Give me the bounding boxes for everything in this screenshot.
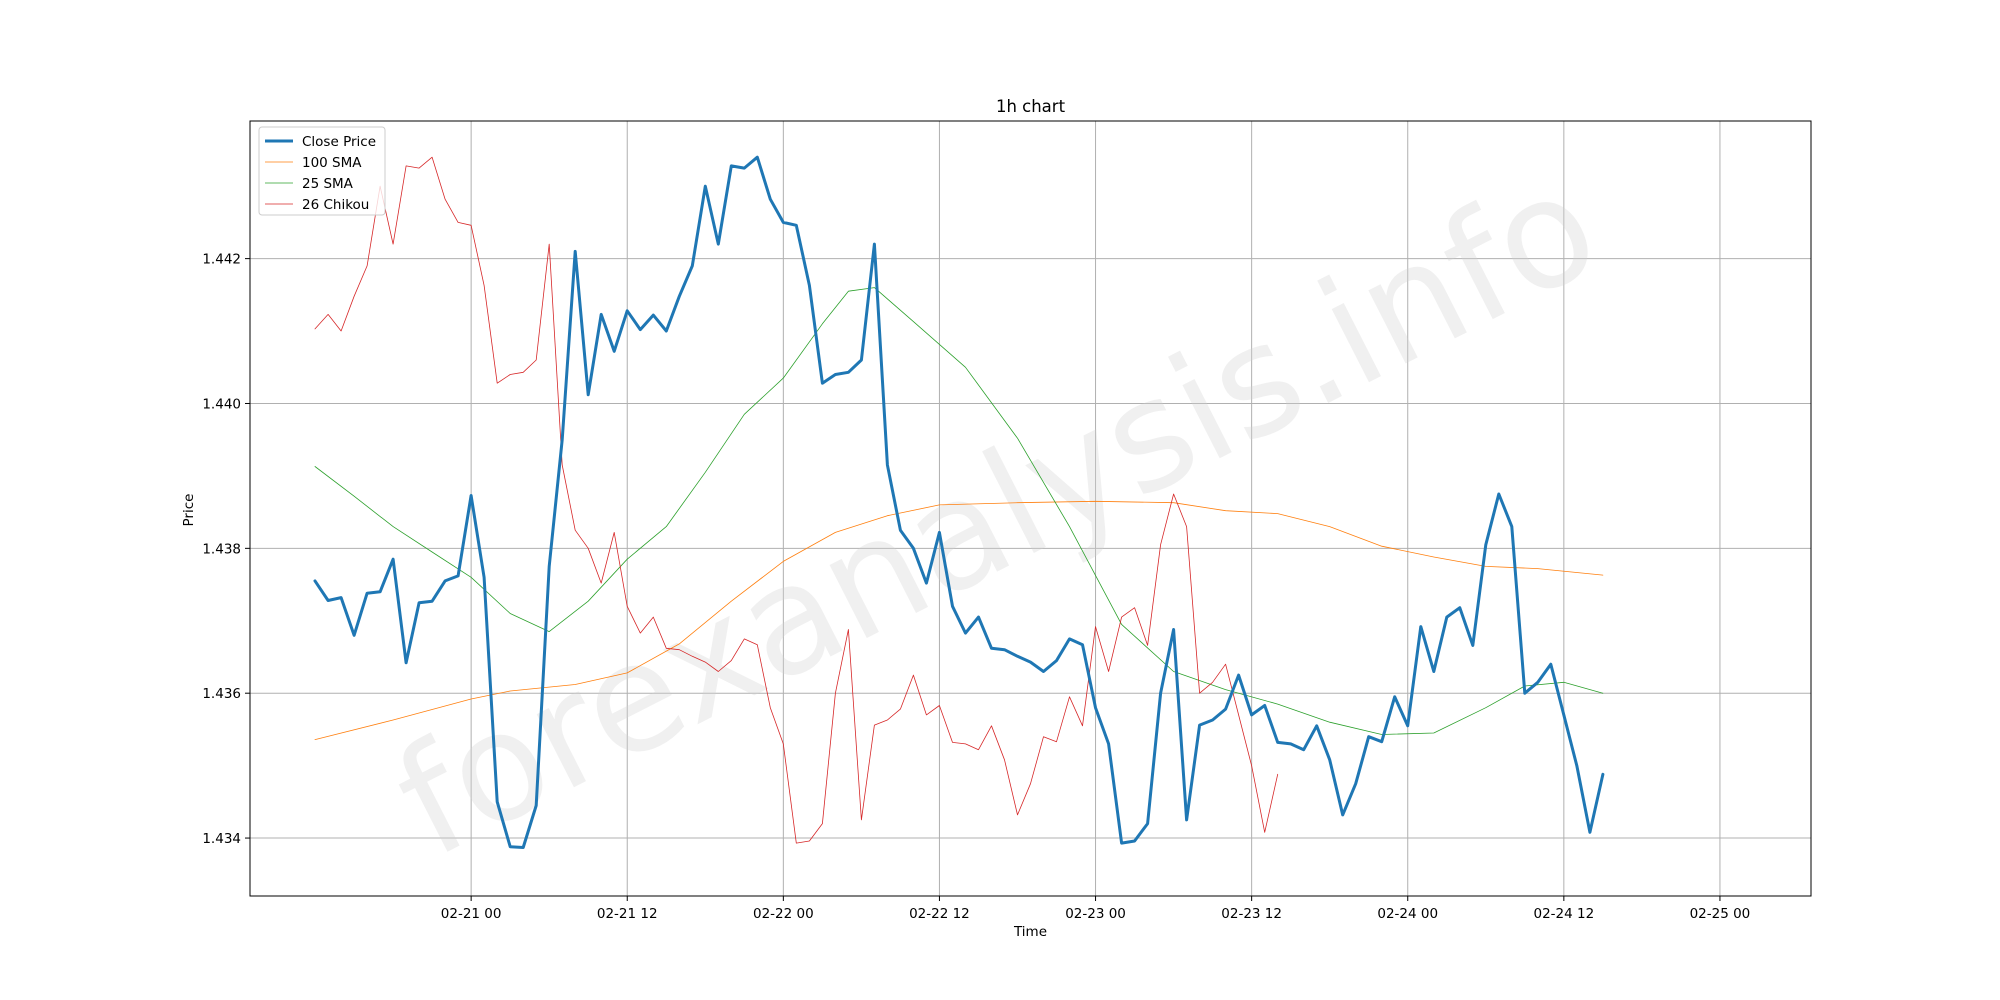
legend-label: 26 Chikou: [302, 197, 369, 213]
x-tick-label: 02-25 00: [1690, 906, 1751, 922]
y-tick-label: 1.434: [202, 831, 241, 847]
x-tick-label: 02-23 00: [1065, 906, 1126, 922]
x-axis-label: Time: [1013, 924, 1047, 940]
legend-label: Close Price: [302, 134, 376, 150]
legend-label: 100 SMA: [302, 155, 362, 171]
series-line-close-price: [313, 155, 1605, 849]
legend-label: 25 SMA: [302, 176, 354, 192]
chart-title: 1h chart: [996, 97, 1066, 116]
y-tick-label: 1.438: [202, 541, 241, 557]
y-tick-label: 1.436: [202, 686, 241, 702]
x-tick-label: 02-24 12: [1533, 906, 1594, 922]
x-tick-label: 02-23 12: [1221, 906, 1282, 922]
x-tick-label: 02-21 00: [441, 906, 502, 922]
grid: [250, 121, 1811, 896]
series-line-26-chikou: [314, 156, 1279, 844]
series-line-100-sma: [314, 500, 1604, 740]
legend-box: [258, 126, 386, 216]
x-tick-label: 02-22 00: [753, 906, 814, 922]
legend: Close Price 100 SMA 25 SMA 26 Chikou: [258, 126, 386, 216]
plot-frame: [249, 120, 1812, 897]
series-line-25-sma: [314, 287, 1604, 735]
y-axis-label: Price: [181, 494, 197, 527]
x-tick-label: 02-21 12: [597, 906, 658, 922]
y-tick-label: 1.440: [202, 396, 241, 412]
x-tick-label: 02-22 12: [909, 906, 970, 922]
x-tick-label: 02-24 00: [1377, 906, 1438, 922]
series-lines: [313, 155, 1605, 849]
ticks: 02-21 00 02-21 12 02-22 00 02-22 12 02-23 00…: [202, 252, 1750, 922]
y-tick-label: 1.442: [202, 252, 241, 268]
